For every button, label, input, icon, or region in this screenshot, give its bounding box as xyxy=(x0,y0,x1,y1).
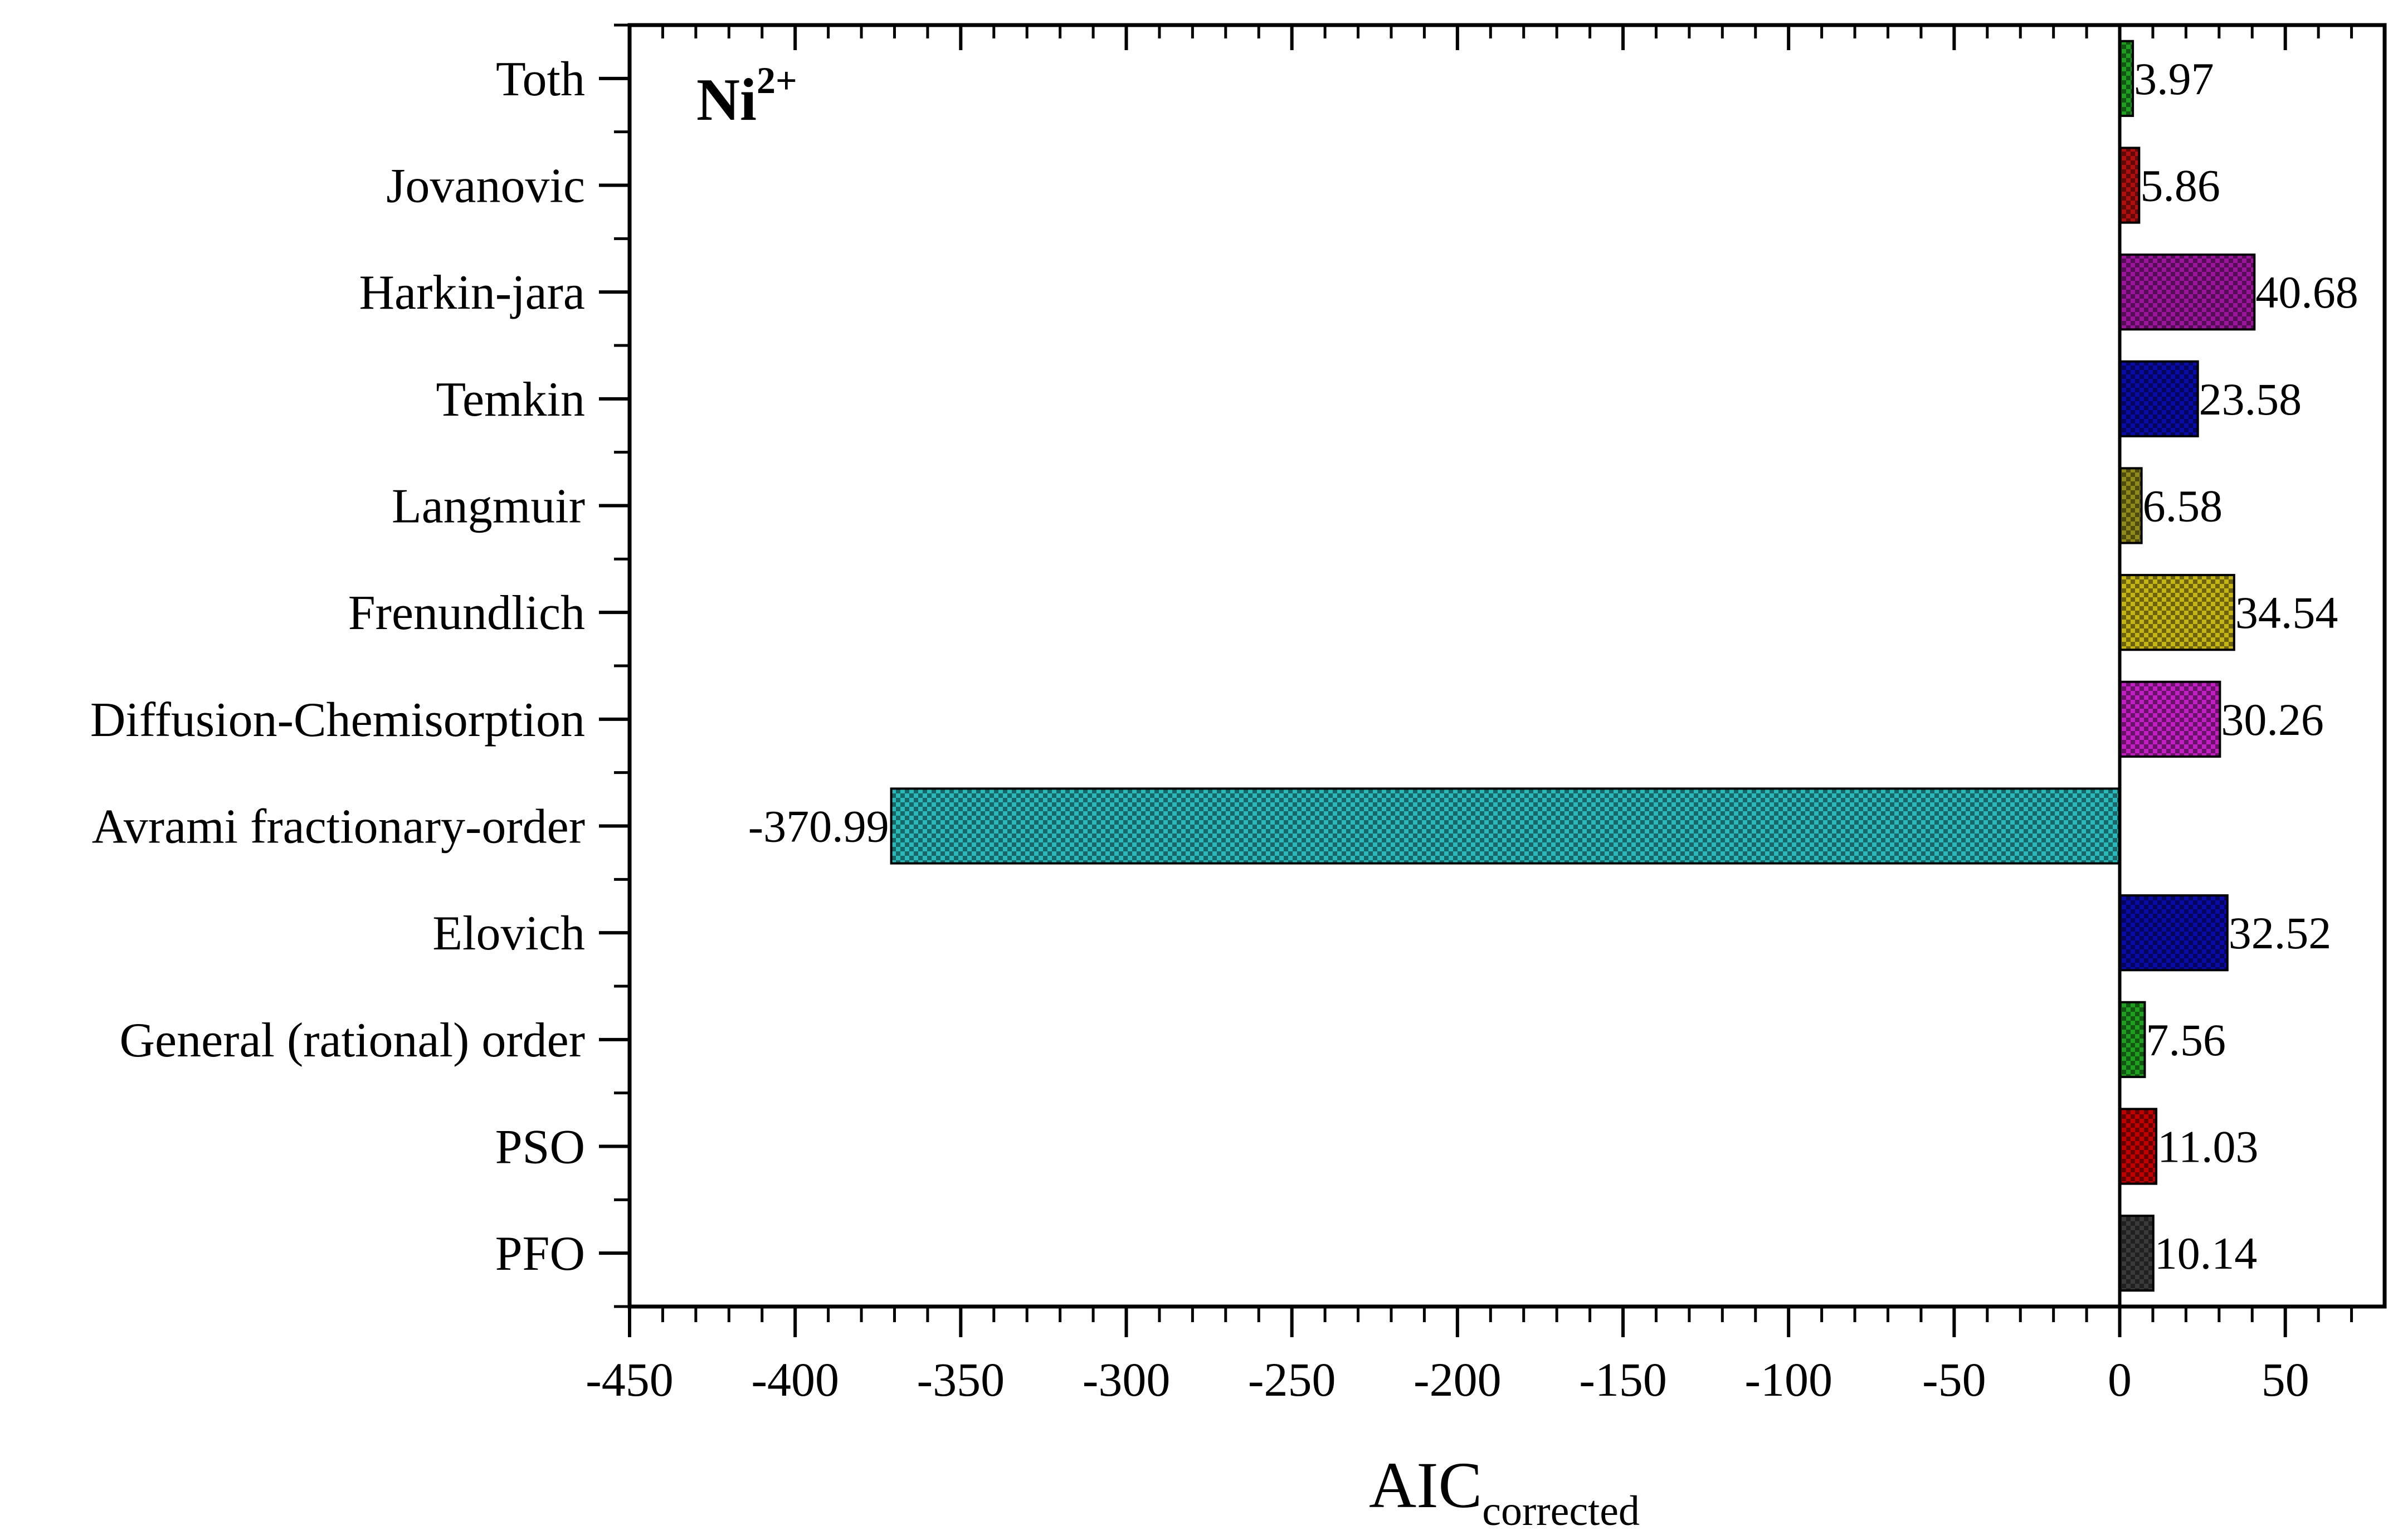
value-label: 11.03 xyxy=(2157,1122,2258,1172)
labels-layer: 10.14 PFO 11.03 PSO 7.56 General (rational) o… xyxy=(90,52,2358,1406)
value-label: 40.68 xyxy=(2255,267,2358,318)
bar-general-rational-order xyxy=(2118,1001,2146,1078)
category-label: Diffusion-Chemisorption xyxy=(90,693,585,747)
value-label: 7.56 xyxy=(2146,1015,2226,1065)
category-label: Avrami fractionary-order xyxy=(92,800,585,854)
bar-avrami-fractionary-order xyxy=(890,787,2121,865)
category-label: Langmuir xyxy=(392,480,585,534)
value-label: 32.52 xyxy=(2229,908,2332,958)
value-label: 30.26 xyxy=(2221,694,2324,745)
x-tick-label: -400 xyxy=(751,1353,839,1406)
category-label: Frenundlich xyxy=(348,586,585,640)
bar-toth xyxy=(2118,40,2134,117)
bar-frenundlich xyxy=(2118,574,2235,651)
x-tick-label: -100 xyxy=(1744,1353,1832,1406)
category-label: Harkin-jara xyxy=(359,266,585,320)
x-tick-label: -450 xyxy=(586,1353,674,1406)
category-label: PFO xyxy=(495,1227,585,1281)
value-label: 10.14 xyxy=(2155,1228,2258,1279)
bars-layer xyxy=(890,40,2256,1292)
bar-pso xyxy=(2118,1108,2158,1185)
value-label: 23.58 xyxy=(2199,374,2302,425)
x-tick-label: -150 xyxy=(1579,1353,1667,1406)
x-tick-label: -50 xyxy=(1922,1353,1986,1406)
ticks-layer xyxy=(599,23,2353,1337)
bar-pfo xyxy=(2118,1215,2155,1292)
bar-langmuir xyxy=(2118,467,2143,544)
category-label: Elovich xyxy=(432,907,585,961)
value-label: 3.97 xyxy=(2134,53,2214,104)
x-tick-label: -350 xyxy=(917,1353,1005,1406)
x-tick-label: -200 xyxy=(1414,1353,1502,1406)
bar-temkin xyxy=(2118,360,2199,437)
category-label: Toth xyxy=(496,52,585,106)
x-tick-label: -250 xyxy=(1248,1353,1336,1406)
bar-elovich xyxy=(2118,894,2229,972)
x-tick-label: 0 xyxy=(2108,1353,2132,1406)
bar-harkin-jara xyxy=(2118,254,2256,331)
bar-jovanovic xyxy=(2118,147,2141,224)
ion-label: Ni2+ xyxy=(696,59,797,133)
x-axis-title: AICcorrected xyxy=(1369,1449,1640,1534)
x-tick-label: 50 xyxy=(2262,1353,2309,1406)
value-label: 5.86 xyxy=(2140,160,2220,211)
x-tick-label: -300 xyxy=(1083,1353,1171,1406)
category-label: Jovanovic xyxy=(386,159,585,213)
bar-diffusion-chemisorption xyxy=(2118,680,2221,758)
value-label: 6.58 xyxy=(2143,481,2223,532)
category-label: Temkin xyxy=(436,373,585,427)
plot-frame xyxy=(627,23,2387,1309)
category-label: General (rational) order xyxy=(119,1013,585,1068)
category-label: PSO xyxy=(495,1120,585,1175)
value-label: -370.99 xyxy=(748,801,889,852)
value-label: 34.54 xyxy=(2235,587,2338,638)
